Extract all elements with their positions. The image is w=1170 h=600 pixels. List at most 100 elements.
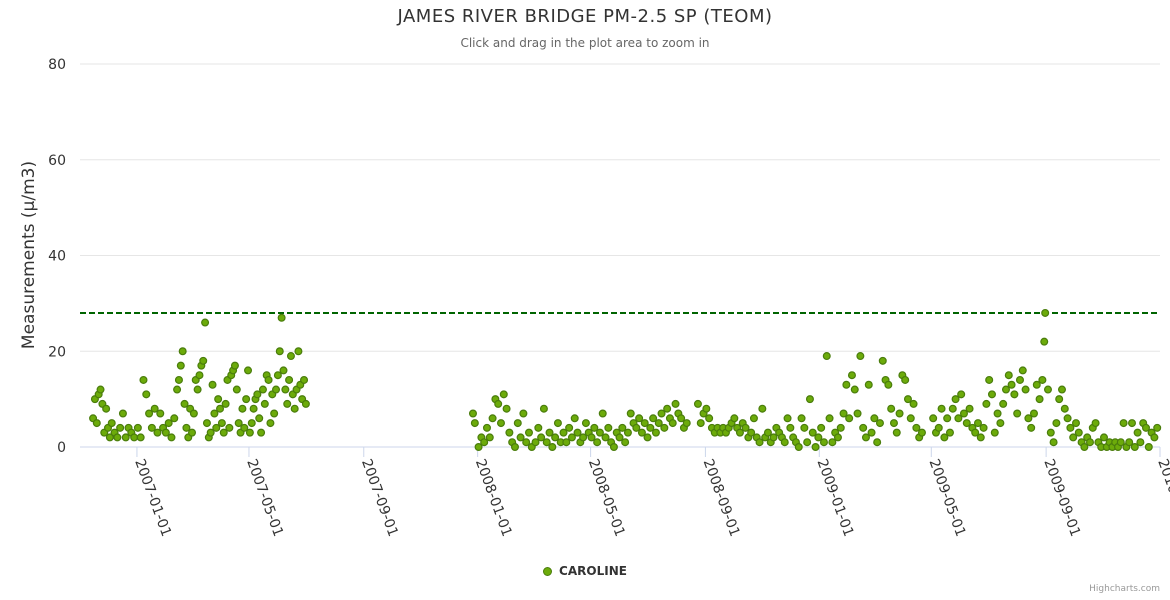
data-point[interactable] — [573, 428, 582, 437]
data-point[interactable] — [182, 423, 191, 432]
data-point[interactable] — [1013, 409, 1022, 418]
data-point[interactable] — [1141, 423, 1150, 432]
data-point[interactable] — [948, 404, 957, 413]
data-point[interactable] — [937, 404, 946, 413]
data-point[interactable] — [811, 443, 820, 452]
data-point[interactable] — [266, 419, 275, 428]
data-point[interactable] — [1085, 438, 1094, 447]
data-point[interactable] — [300, 375, 309, 384]
data-point[interactable] — [136, 433, 145, 442]
data-point[interactable] — [174, 375, 183, 384]
data-point[interactable] — [234, 419, 243, 428]
data-point[interactable] — [873, 438, 882, 447]
data-point[interactable] — [145, 409, 154, 418]
data-point[interactable] — [272, 385, 281, 394]
data-point[interactable] — [232, 385, 241, 394]
data-point[interactable] — [671, 399, 680, 408]
data-point[interactable] — [545, 428, 554, 437]
data-point[interactable] — [856, 352, 865, 361]
data-point[interactable] — [654, 419, 663, 428]
data-point[interactable] — [660, 423, 669, 432]
data-point[interactable] — [1015, 375, 1024, 384]
data-point[interactable] — [257, 428, 266, 437]
data-point[interactable] — [247, 419, 256, 428]
data-point[interactable] — [1041, 308, 1050, 317]
data-point[interactable] — [199, 356, 208, 365]
data-point[interactable] — [884, 380, 893, 389]
data-point[interactable] — [800, 423, 809, 432]
data-point[interactable] — [755, 438, 764, 447]
data-point[interactable] — [870, 414, 879, 423]
data-point[interactable] — [1116, 438, 1125, 447]
data-point[interactable] — [604, 423, 613, 432]
data-point[interactable] — [780, 438, 789, 447]
data-point[interactable] — [116, 423, 125, 432]
data-point[interactable] — [593, 438, 602, 447]
legend-item-caroline[interactable]: CAROLINE — [543, 564, 627, 578]
data-point[interactable] — [749, 414, 758, 423]
data-point[interactable] — [1035, 395, 1044, 404]
data-point[interactable] — [786, 423, 795, 432]
data-point[interactable] — [1069, 433, 1078, 442]
series-caroline[interactable] — [89, 308, 1162, 452]
data-point[interactable] — [677, 414, 686, 423]
data-point[interactable] — [696, 419, 705, 428]
data-point[interactable] — [92, 419, 101, 428]
data-point[interactable] — [990, 428, 999, 437]
data-point[interactable] — [551, 433, 560, 442]
data-point[interactable] — [164, 419, 173, 428]
data-point[interactable] — [176, 361, 185, 370]
data-point[interactable] — [635, 414, 644, 423]
data-point[interactable] — [277, 313, 286, 322]
data-point[interactable] — [480, 438, 489, 447]
data-point[interactable] — [230, 361, 239, 370]
data-point[interactable] — [202, 419, 211, 428]
data-point[interactable] — [621, 438, 630, 447]
data-point[interactable] — [102, 404, 111, 413]
data-point[interactable] — [940, 433, 949, 442]
data-point[interactable] — [225, 423, 234, 432]
data-point[interactable] — [794, 443, 803, 452]
data-point[interactable] — [1063, 414, 1072, 423]
data-point[interactable] — [957, 390, 966, 399]
data-point[interactable] — [912, 423, 921, 432]
data-point[interactable] — [516, 433, 525, 442]
data-point[interactable] — [999, 399, 1008, 408]
data-point[interactable] — [845, 414, 854, 423]
data-point[interactable] — [1150, 433, 1159, 442]
data-point[interactable] — [892, 428, 901, 437]
data-point[interactable] — [903, 395, 912, 404]
data-point[interactable] — [646, 423, 655, 432]
data-point[interactable] — [626, 409, 635, 418]
data-point[interactable] — [1125, 438, 1134, 447]
data-point[interactable] — [906, 414, 915, 423]
data-point[interactable] — [833, 433, 842, 442]
data-point[interactable] — [867, 428, 876, 437]
data-point[interactable] — [214, 395, 223, 404]
data-point[interactable] — [133, 423, 142, 432]
data-point[interactable] — [240, 423, 249, 432]
data-point[interactable] — [301, 399, 310, 408]
data-point[interactable] — [1052, 419, 1061, 428]
data-point[interactable] — [539, 404, 548, 413]
data-point[interactable] — [598, 409, 607, 418]
data-point[interactable] — [895, 409, 904, 418]
data-point[interactable] — [96, 385, 105, 394]
data-point[interactable] — [1038, 375, 1047, 384]
data-point[interactable] — [281, 385, 290, 394]
data-point[interactable] — [147, 423, 156, 432]
data-point[interactable] — [1127, 419, 1136, 428]
data-point[interactable] — [255, 414, 264, 423]
data-point[interactable] — [270, 409, 279, 418]
data-point[interactable] — [982, 399, 991, 408]
data-point[interactable] — [643, 433, 652, 442]
data-point[interactable] — [488, 414, 497, 423]
data-point[interactable] — [847, 371, 856, 380]
data-point[interactable] — [1071, 419, 1080, 428]
data-point[interactable] — [632, 423, 641, 432]
data-point[interactable] — [238, 404, 247, 413]
data-point[interactable] — [485, 433, 494, 442]
data-point[interactable] — [161, 428, 170, 437]
data-point[interactable] — [118, 409, 127, 418]
